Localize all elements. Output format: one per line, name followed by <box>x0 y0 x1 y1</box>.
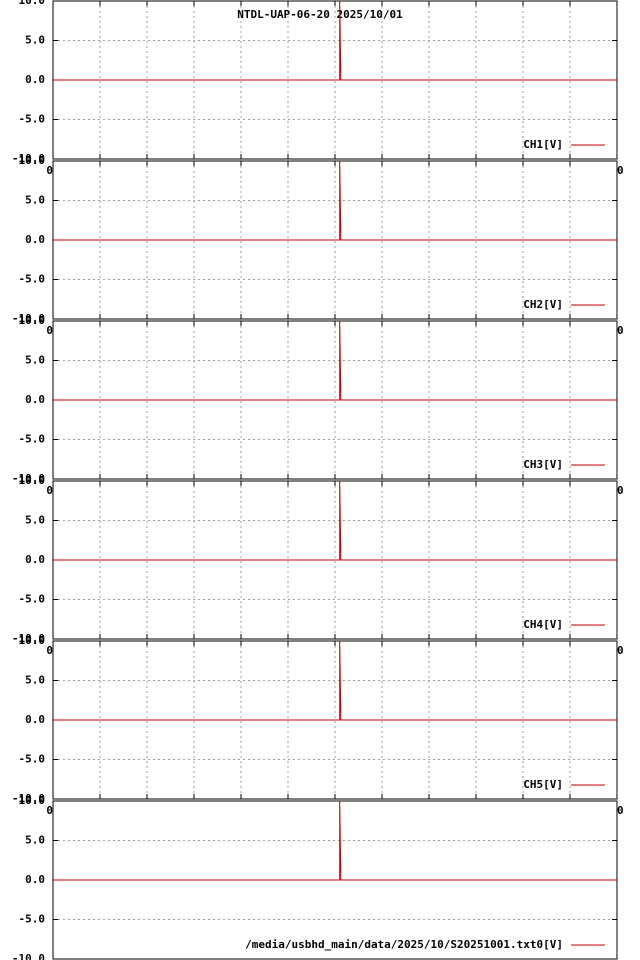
y-tick-label: 5.0 <box>25 834 45 847</box>
y-tick-label: 0.0 <box>25 233 45 246</box>
data-line <box>53 160 617 241</box>
legend-label: /media/usbhd_main/data/2025/10/S20251001… <box>245 938 563 951</box>
y-tick-label: 5.0 <box>25 34 45 47</box>
y-tick-label: 10.0 <box>19 794 46 807</box>
data-line <box>53 640 617 721</box>
y-tick-label: -5.0 <box>19 113 46 126</box>
legend-label: CH1[V] <box>523 138 563 151</box>
y-tick-label: 0.0 <box>25 553 45 566</box>
y-tick-label: -5.0 <box>19 273 46 286</box>
y-tick-label: -10.0 <box>12 792 45 805</box>
y-tick-label: 5.0 <box>25 354 45 367</box>
y-tick-label: -10.0 <box>12 312 45 325</box>
y-tick-label: -5.0 <box>19 913 46 926</box>
panel: -10.0-5.00.05.010.0000204060810121416182… <box>12 154 624 337</box>
y-tick-label: -5.0 <box>19 753 46 766</box>
legend-label: CH3[V] <box>523 458 563 471</box>
y-tick-label: -5.0 <box>19 433 46 446</box>
panel: -10.0-5.00.05.010.0000204060810121416182… <box>12 634 624 817</box>
y-tick-label: -10.0 <box>12 472 45 485</box>
y-tick-label: 0.0 <box>25 873 45 886</box>
chart-title: NTDL-UAP-06-20 2025/10/01 <box>237 8 403 21</box>
y-tick-label: 10.0 <box>19 154 46 167</box>
y-tick-label: 10.0 <box>19 0 46 7</box>
panel: -10.0-5.00.05.010.0000204060810121416182… <box>12 474 624 657</box>
data-line <box>53 0 617 81</box>
legend-label: CH4[V] <box>523 618 563 631</box>
legend-label: CH2[V] <box>523 298 563 311</box>
y-tick-label: -5.0 <box>19 593 46 606</box>
y-tick-label: -10.0 <box>12 952 45 960</box>
data-line <box>53 800 617 881</box>
panel: -10.0 -5.0 0.0 5.0 10.0/media/usbhd_main/dat… <box>12 794 618 960</box>
y-tick-label: -10.0 <box>12 152 45 165</box>
y-tick-label: 10.0 <box>19 634 46 647</box>
panel: -10.0-5.00.05.010.0000204060810121416182… <box>12 314 624 497</box>
y-tick-label: 10.0 <box>19 474 46 487</box>
y-tick-label: 0.0 <box>25 73 45 86</box>
y-tick-label: 5.0 <box>25 514 45 527</box>
y-tick-label: 5.0 <box>25 194 45 207</box>
legend-label: CH5[V] <box>523 778 563 791</box>
data-line <box>53 320 617 401</box>
data-line <box>53 480 617 561</box>
y-tick-label: 0.0 <box>25 713 45 726</box>
y-tick-label: -10.0 <box>12 632 45 645</box>
y-tick-label: 0.0 <box>25 393 45 406</box>
y-tick-label: 10.0 <box>19 314 46 327</box>
panel: -10.0-5.00.05.010.0000204060810121416182… <box>12 0 624 177</box>
y-tick-label: 5.0 <box>25 674 45 687</box>
